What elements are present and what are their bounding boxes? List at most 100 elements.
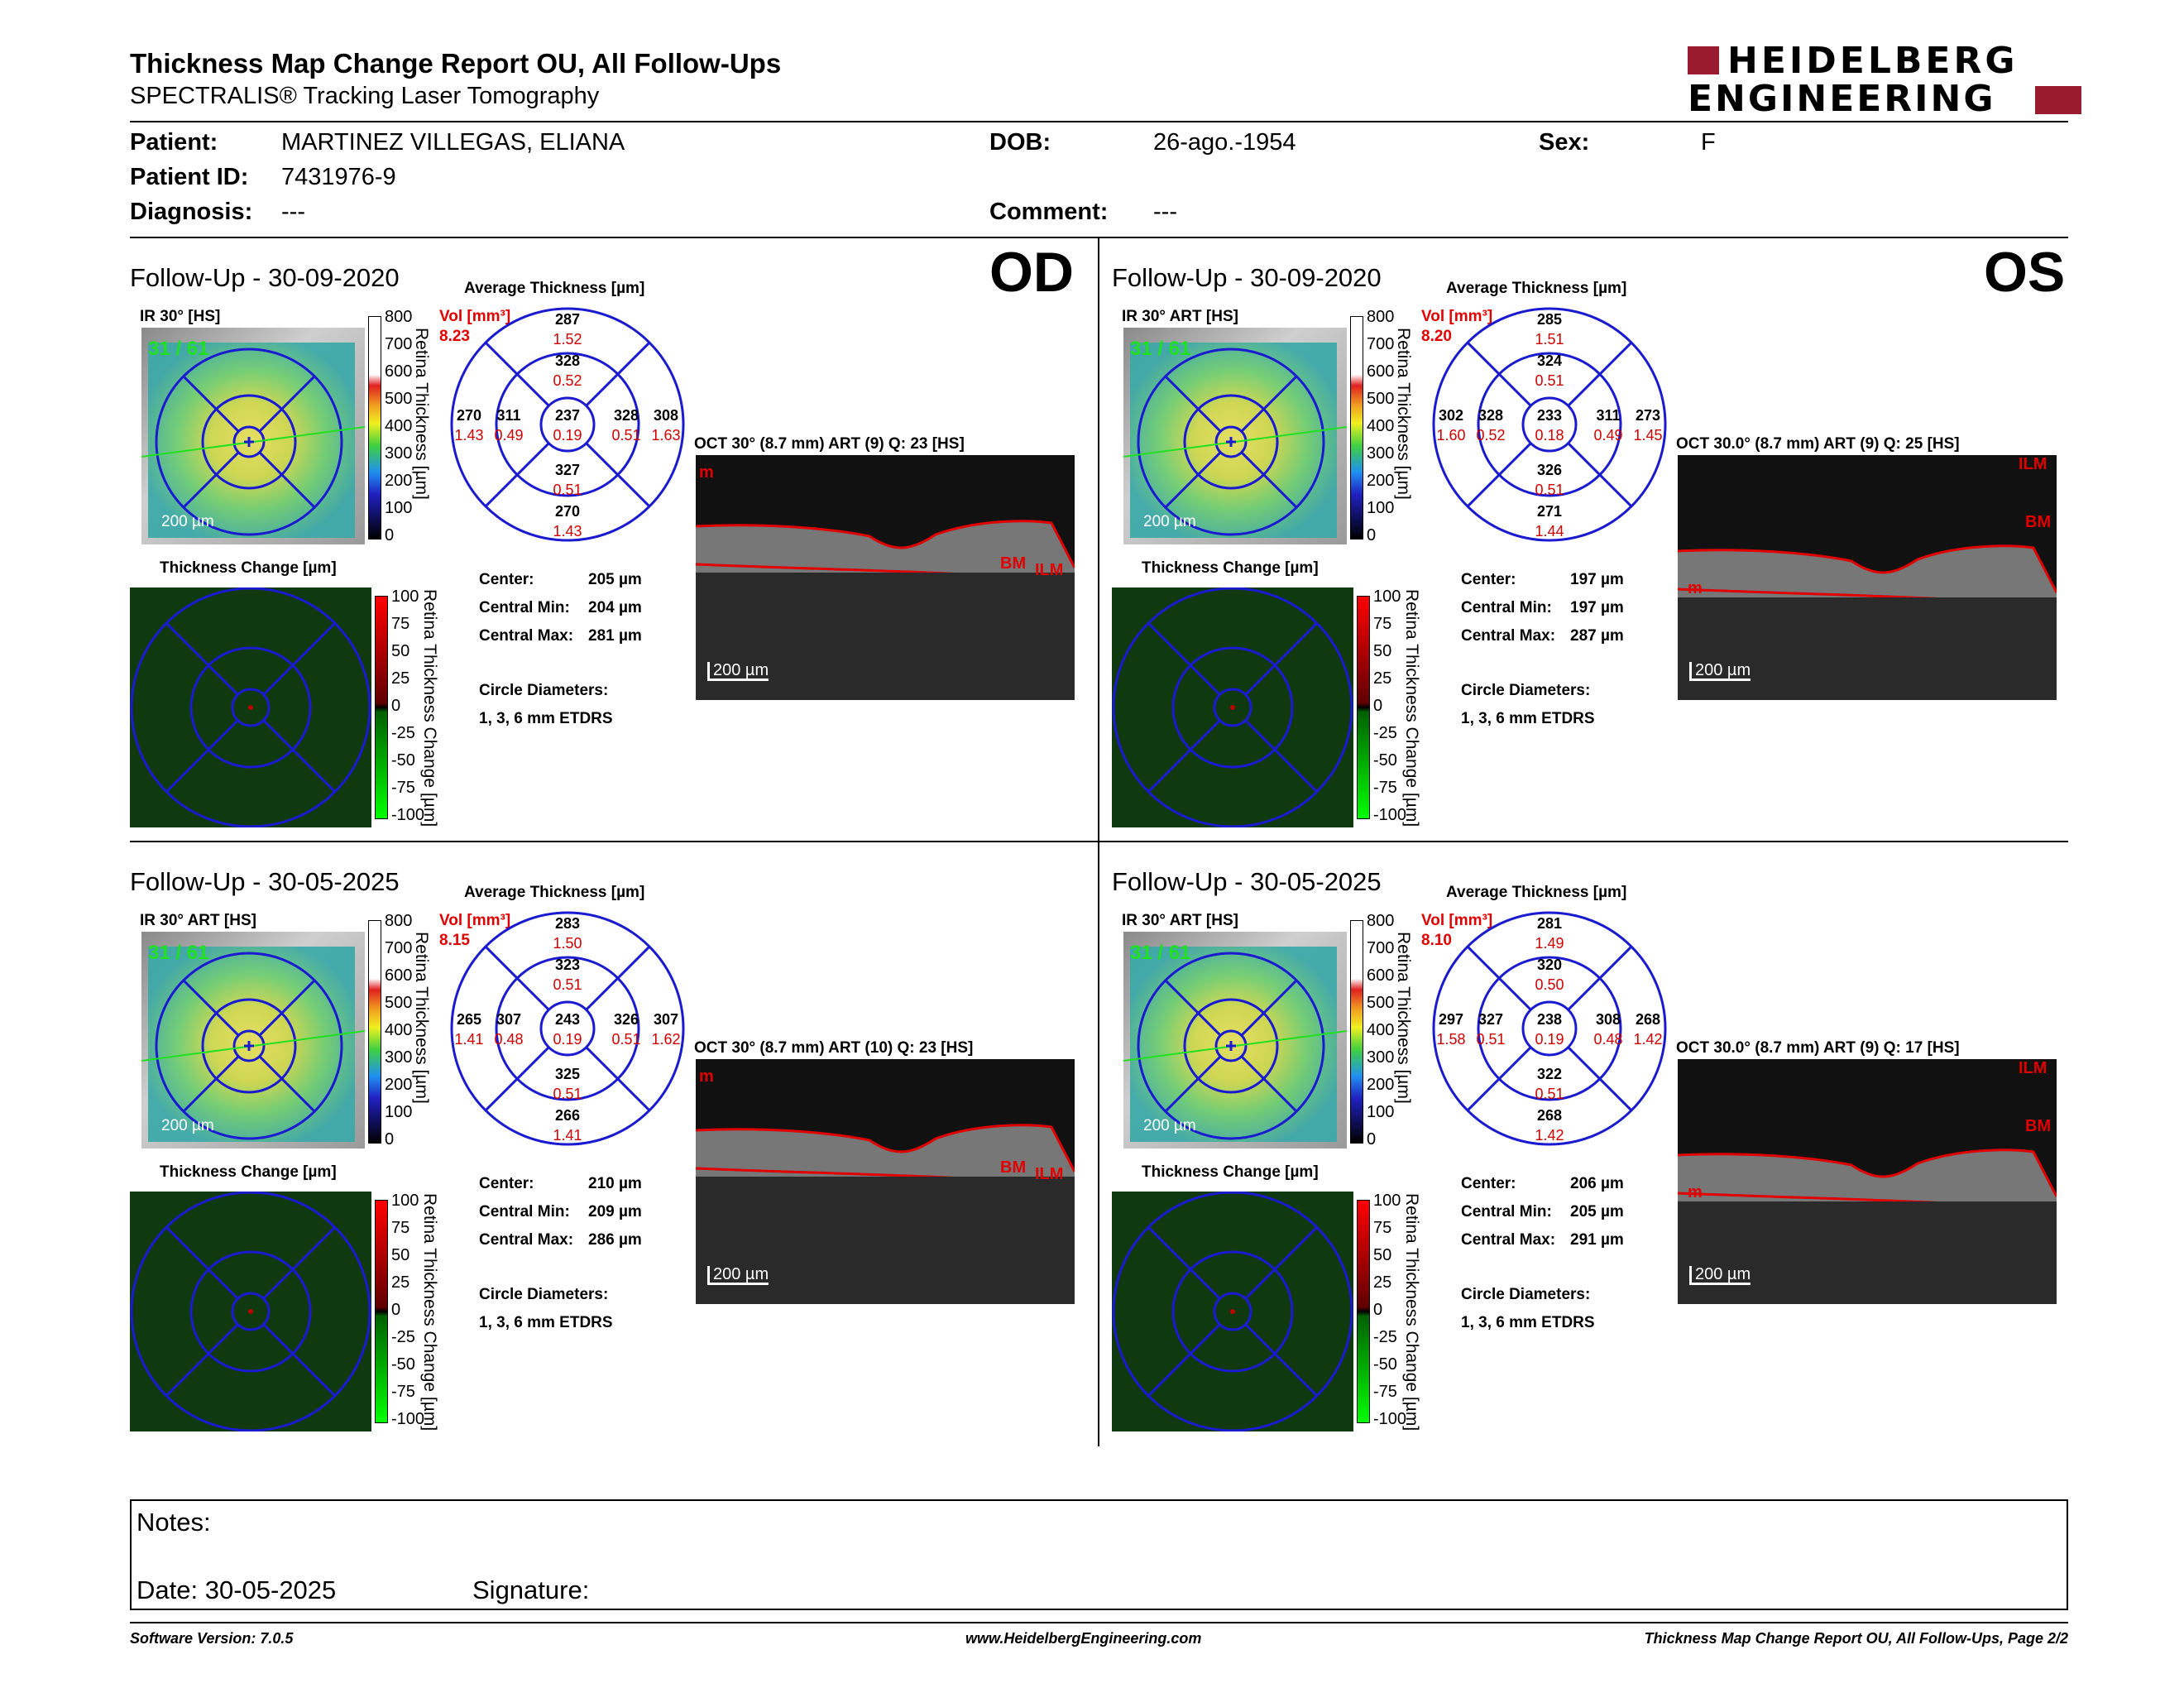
etdrs-volume-bottom-inner: 0.51 — [553, 1086, 582, 1102]
notes-label: Notes: — [136, 1508, 211, 1537]
etdrs-volume-bottom-outer: 1.41 — [553, 1127, 582, 1144]
patient-label: Patient: — [130, 129, 218, 156]
stat-cmax-label: Central Max: — [479, 1231, 574, 1249]
stat-cmin-label: Central Min: — [479, 599, 570, 616]
oct-bscan-image[interactable]: 200 µm m BM ILM — [696, 455, 1075, 700]
change-tick-label: 25 — [391, 669, 410, 688]
layer-label: ILM — [1035, 1165, 1064, 1183]
change-tick-label: -25 — [1373, 724, 1397, 742]
fundus-thickness-map[interactable]: 31 / 61 200 µm — [141, 932, 365, 1149]
stat-center-value: 210 µm — [588, 1175, 642, 1192]
notes-box[interactable]: Notes: Date: 30-05-2025 Signature: — [130, 1499, 2068, 1610]
change-tick-label: -75 — [1373, 779, 1397, 797]
vol-total: 8.15 — [439, 932, 470, 949]
etdrs-thickness-center: 243 — [555, 1011, 580, 1028]
followup-title: Follow-Up - 30-05-2025 — [1112, 867, 1382, 896]
oct-scale-bar: 200 µm — [1689, 1266, 1751, 1285]
etdrs-volume-top-outer: 1.51 — [1535, 331, 1564, 348]
etdrs-thickness-left-outer: 302 — [1439, 407, 1463, 424]
scale-tick-label: 400 — [385, 417, 413, 435]
thickness-change-map[interactable] — [1112, 1192, 1353, 1431]
stat-cmax-label: Central Max: — [1461, 627, 1556, 645]
scale-tick-label: 600 — [385, 362, 413, 381]
stat-cmax-label: Central Max: — [1461, 1231, 1556, 1249]
change-tick-label: -75 — [391, 1383, 415, 1401]
stat-cmin-label: Central Min: — [479, 1203, 570, 1220]
scale-tick-label: 600 — [1367, 966, 1395, 985]
scale-tick-label: 100 — [385, 1103, 413, 1121]
stat-center-value: 197 µm — [1570, 571, 1624, 588]
stat-cmin-value: 209 µm — [588, 1203, 642, 1220]
stat-cmin-label: Central Min: — [1461, 1203, 1552, 1220]
website-link[interactable]: www.HeidelbergEngineering.com — [965, 1630, 1202, 1647]
fundus-thickness-map[interactable]: 31 / 61 200 µm — [141, 328, 365, 544]
oct-bscan-image[interactable]: 200 µm m BM ILM — [696, 1059, 1075, 1304]
circle-diameters-label: Circle Diameters: — [479, 682, 609, 699]
etdrs-grid[interactable]: 287 1.52 328 0.52 237 0.19 270 1.43 311 0.49 328 0.… — [448, 305, 687, 544]
oct-bscan-image[interactable]: 200 µm ILM BM m — [1678, 1059, 2057, 1304]
scale-bar-label: 200 µm — [1143, 513, 1196, 530]
etdrs-thickness-left-inner: 327 — [1478, 1011, 1503, 1028]
change-tick-label: 50 — [391, 642, 410, 660]
change-tick-label: 0 — [1373, 1301, 1383, 1319]
layer-label: BM — [2025, 1117, 2052, 1135]
oct-label: OCT 30° (8.7 mm) ART (9) Q: 23 [HS] — [694, 435, 965, 453]
layer-label: ILM — [2019, 1059, 2048, 1077]
change-tick-label: 100 — [1373, 1192, 1401, 1210]
etdrs-volume-center: 0.18 — [1535, 427, 1564, 444]
change-tick-label: 75 — [1373, 1219, 1392, 1237]
etdrs-thickness-bottom-inner: 325 — [555, 1066, 580, 1082]
oct-bscan-image[interactable]: 200 µm ILM BM m — [1678, 455, 2057, 700]
etdrs-volume-center: 0.19 — [1535, 1031, 1564, 1048]
page-indicator: Thickness Map Change Report OU, All Foll… — [1644, 1630, 2068, 1647]
change-tick-label: 50 — [391, 1246, 410, 1264]
etdrs-volume-left-inner: 0.51 — [1476, 1031, 1505, 1048]
stat-cmax-value: 281 µm — [588, 627, 642, 645]
change-tick-label: 75 — [391, 615, 410, 633]
change-tick-label: -100 — [391, 1410, 425, 1428]
oct-scale-bar: 200 µm — [1689, 662, 1751, 681]
circle-diameters-value: 1, 3, 6 mm ETDRS — [479, 1314, 613, 1331]
followup-panel-3: Follow-Up - 30-05-2025 IR 30° ART [HS] 31 … — [130, 852, 1090, 1448]
thickness-change-map[interactable] — [130, 1192, 371, 1431]
oct-scale-bar: 200 µm — [707, 662, 769, 681]
thickness-change-map[interactable] — [130, 587, 371, 827]
etdrs-grid[interactable]: 283 1.50 323 0.51 243 0.19 265 1.41 307 0.48 326 0.… — [448, 909, 687, 1149]
thickness-change-title: Thickness Change [µm] — [160, 1163, 337, 1181]
fundus-thickness-map[interactable]: 31 / 61 200 µm — [1123, 932, 1347, 1149]
etdrs-thickness-top-inner: 323 — [555, 957, 580, 973]
etdrs-volume-left-outer: 1.43 — [454, 427, 483, 444]
change-tick-label: -75 — [391, 779, 415, 797]
etdrs-volume-center: 0.19 — [553, 427, 582, 444]
od-label: OD — [989, 241, 1074, 304]
etdrs-grid[interactable]: 281 1.49 320 0.50 238 0.19 297 1.58 327 0.51 308 0.… — [1430, 909, 1669, 1149]
scale-bar-label: 200 µm — [1143, 1117, 1196, 1134]
avg-thickness-title: Average Thickness [µm] — [1446, 280, 1627, 297]
stat-center-label: Center: — [1461, 571, 1516, 588]
scale-tick-label: 700 — [385, 335, 413, 353]
scale-tick-label: 600 — [1367, 362, 1395, 381]
os-label: OS — [1984, 241, 2066, 304]
etdrs-volume-bottom-inner: 0.51 — [1535, 1086, 1564, 1102]
etdrs-volume-right-inner: 0.51 — [611, 427, 640, 444]
change-tick-label: 0 — [391, 697, 401, 715]
change-tick-label: -100 — [1373, 1410, 1407, 1428]
change-tick-label: -50 — [1373, 1355, 1397, 1374]
thickness-change-map[interactable] — [1112, 587, 1353, 827]
scale-tick-label: 300 — [385, 1048, 413, 1067]
etdrs-volume-top-outer: 1.49 — [1535, 935, 1564, 952]
scale-tick-label: 700 — [1367, 335, 1395, 353]
etdrs-volume-left-inner: 0.52 — [1476, 427, 1505, 444]
etdrs-thickness-center: 237 — [555, 407, 580, 424]
change-tick-label: -50 — [391, 1355, 415, 1374]
followup-panel-4: Follow-Up - 30-05-2025 IR 30° ART [HS] 31 … — [1112, 852, 2071, 1448]
etdrs-thickness-top-outer: 287 — [555, 311, 580, 328]
thickness-axis-label: Retina Thickness [µm] — [412, 328, 431, 500]
etdrs-thickness-left-outer: 265 — [457, 1011, 481, 1028]
stat-center-value: 206 µm — [1570, 1175, 1624, 1192]
scale-tick-label: 500 — [1367, 390, 1395, 408]
etdrs-volume-top-inner: 0.50 — [1535, 976, 1564, 993]
change-tick-label: 50 — [1373, 642, 1392, 660]
etdrs-grid[interactable]: 285 1.51 324 0.51 233 0.18 302 1.60 328 0.52 311 0.… — [1430, 305, 1669, 544]
fundus-thickness-map[interactable]: 31 / 61 200 µm — [1123, 328, 1347, 544]
